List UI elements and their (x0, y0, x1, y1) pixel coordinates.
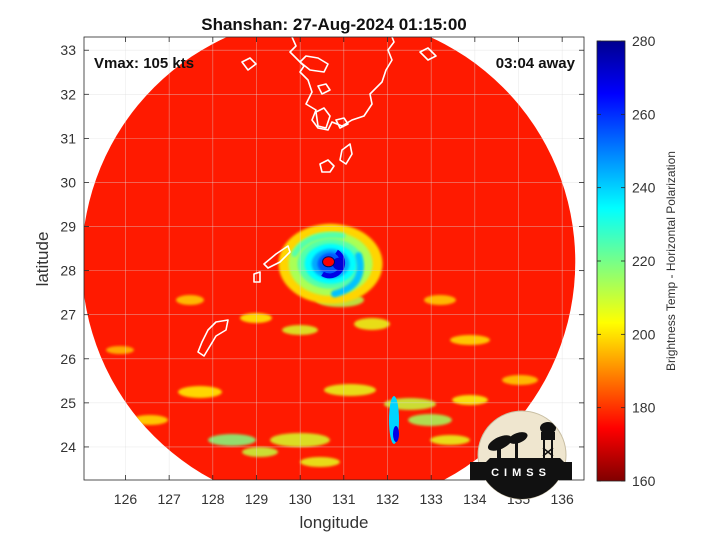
coastline-yakushima (319, 159, 335, 173)
storm-spiral-band (331, 252, 364, 298)
coastline-islet-d (335, 117, 349, 129)
swath-texture (300, 457, 340, 467)
y-tick-label: 24 (60, 439, 76, 455)
coastline-islet-c (315, 107, 331, 129)
y-tick-label: 27 (60, 307, 76, 323)
colorbar-label: Brightness Temp - Horizontal Polarizatio… (664, 151, 678, 371)
swath-texture (106, 346, 134, 354)
coastlines (91, 37, 437, 415)
swath-texture (176, 295, 204, 305)
storm-spiral-band (291, 232, 346, 257)
colorbar-tick-label: 240 (632, 180, 656, 196)
brightness-temp-swath (84, 37, 576, 480)
swath-texture (324, 384, 376, 396)
swath-texture (424, 295, 456, 305)
swath-texture (450, 335, 490, 345)
x-tick-label: 128 (201, 491, 225, 507)
x-tick-label: 129 (245, 491, 269, 507)
colorbar-tick-label: 260 (632, 106, 656, 122)
colorbar-tick-label: 220 (632, 253, 656, 269)
y-tick-label: 28 (60, 263, 76, 279)
coastline-okinawa (197, 319, 229, 357)
swath-texture (208, 434, 256, 446)
swath-texture (452, 395, 488, 405)
x-tick-label: 127 (157, 491, 181, 507)
swath-texture (354, 318, 390, 330)
vmax-annotation: Vmax: 105 kts (94, 55, 194, 72)
swath-texture (393, 426, 399, 442)
colorbar-tick-label: 280 (632, 33, 656, 49)
x-tick-label: 134 (463, 491, 487, 507)
swath-texture (502, 375, 538, 385)
y-tick-label: 33 (60, 42, 76, 58)
x-axis-label: longitude (299, 513, 368, 532)
y-tick-label: 26 (60, 351, 76, 367)
y-tick-label: 30 (60, 174, 76, 190)
coastline-islet-b (317, 83, 331, 95)
swath-texture (242, 447, 278, 457)
axes-frame (83, 36, 585, 481)
x-tick-label: 126 (114, 491, 138, 507)
x-tick-label: 131 (332, 491, 356, 507)
coastline-tanegashima (339, 143, 353, 165)
y-tick-label: 25 (60, 395, 76, 411)
storm-eyewall (332, 257, 345, 270)
coastline-amami (263, 245, 291, 269)
colorbar (596, 40, 626, 482)
coastline-islet-a (299, 55, 329, 73)
chart-title: Shanshan: 27-Aug-2024 01:15:00 (201, 15, 467, 34)
y-axis-label: latitude (33, 232, 52, 287)
swath-texture (408, 414, 452, 426)
coastline-islet-e (241, 57, 257, 71)
time-away-annotation: 03:04 away (496, 55, 576, 72)
swath-texture (178, 386, 222, 398)
cimss-logo-icon: CIMSS (470, 410, 572, 500)
y-tick-label: 31 (60, 130, 76, 146)
colorbar-tick-label: 160 (632, 473, 656, 489)
x-tick-label: 136 (550, 491, 574, 507)
y-axis-ticks: 24 25 26 27 28 29 30 31 32 33 (60, 42, 584, 455)
colorbar-tick-label: 200 (632, 326, 656, 342)
swath-texture (430, 435, 470, 445)
swath-texture (240, 313, 272, 323)
y-tick-label: 29 (60, 219, 76, 235)
x-tick-label: 133 (419, 491, 443, 507)
coastline-amami-islet (253, 271, 261, 283)
storm-eye (322, 256, 336, 268)
colorbar-ticks: 160 180 200 220 240 260 280 (597, 33, 656, 489)
x-tick-label: 130 (288, 491, 312, 507)
cimss-logo-text: CIMSS (491, 467, 551, 479)
y-tick-label: 32 (60, 86, 76, 102)
storm-eyewall (321, 249, 346, 279)
grid-lines (84, 37, 584, 480)
x-tick-label: 132 (376, 491, 400, 507)
colorbar-tick-label: 180 (632, 400, 656, 416)
coastline-islet-g (91, 407, 103, 415)
coastline-islet-f (419, 47, 437, 61)
